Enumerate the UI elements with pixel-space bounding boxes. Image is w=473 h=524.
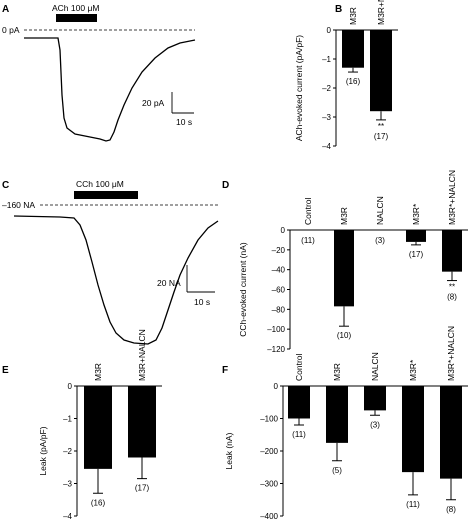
category-label-e: M3R	[93, 363, 103, 381]
n-label-f: (8)	[446, 505, 456, 514]
y-tick-label-e: –3	[63, 480, 72, 489]
category-label-e: M3R+NALCN	[137, 329, 147, 381]
panel-letter-d: D	[222, 180, 229, 191]
bar-b	[370, 30, 392, 112]
y-tick-label-e: –4	[63, 512, 72, 521]
y-tick-label-b: –2	[322, 84, 331, 93]
cch-current-trace	[13, 215, 219, 345]
panel-letter-a: A	[2, 4, 9, 15]
category-label-d: M3R	[339, 207, 349, 225]
category-label-b: M3R+NALCN	[376, 0, 386, 25]
n-label-b: (17)	[374, 132, 389, 141]
y-tick-label-d: –40	[272, 266, 286, 275]
y-tick-label-f: –200	[260, 447, 278, 456]
bar-f	[440, 386, 462, 479]
category-label-f: M3R*	[408, 359, 418, 381]
scale-y-label-c: 20 NA	[157, 278, 181, 288]
y-tick-label-f: 0	[274, 382, 279, 391]
baseline-label-c: –160 NA	[2, 200, 35, 210]
n-label-e: (16)	[91, 498, 106, 507]
y-tick-label-f: –300	[260, 480, 278, 489]
y-axis-label-f: Leak (nA)	[224, 432, 234, 469]
y-tick-label-b: –1	[322, 55, 331, 64]
category-label-f: Control	[294, 353, 304, 381]
ach-drug-label: ACh 100 μM	[52, 3, 99, 13]
n-label-d: (10)	[337, 331, 352, 340]
bar-f	[364, 386, 386, 411]
y-axis-label-b: ACh-evoked current (pA/pF)	[294, 35, 304, 141]
category-label-b: M3R	[348, 7, 358, 25]
significance-marker-d: **	[449, 283, 455, 292]
panel-e-bar-chart: E 0 –1 –2 –3 –4 Leak (pA/pF) M3R (16) M3R+NALCN (1…	[2, 329, 162, 521]
scale-x-label-c: 10 s	[194, 297, 210, 307]
category-label-d: M3R*+NALCN	[447, 170, 457, 225]
y-tick-label-b: –4	[322, 142, 331, 151]
panel-f-bar-chart: F 0 –100 –200 –300 –400 Leak (nA) Control (11) M3…	[222, 326, 468, 521]
category-label-d: NALCN	[375, 196, 385, 225]
panel-b-bar-chart: B 0 –1 –2 –3 –4 ACh-evoked current (pA/pF) M3R (…	[294, 0, 398, 151]
y-tick-label-d: –80	[272, 305, 286, 314]
n-label-e: (17)	[135, 484, 150, 493]
y-tick-label-e: –2	[63, 447, 72, 456]
cch-drug-label: CCh 100 μM	[76, 179, 124, 189]
panel-c-trace: C CCh 100 μM –160 NA 20 NA 10 s	[2, 179, 219, 345]
bar-e	[128, 386, 156, 458]
baseline-label-a: 0 pA	[2, 25, 20, 35]
category-label-f: M3R	[332, 363, 342, 381]
y-tick-label-b: –3	[322, 113, 331, 122]
y-tick-label-d: –20	[272, 246, 286, 255]
panel-letter-e: E	[2, 365, 9, 376]
y-tick-label-d: –120	[267, 345, 285, 354]
panel-letter-f: F	[222, 365, 228, 376]
y-tick-label-d: –100	[267, 325, 285, 334]
category-label-f: NALCN	[370, 352, 380, 381]
bar-f	[326, 386, 348, 443]
ach-application-bar	[56, 14, 97, 22]
scale-y-label-a: 20 pA	[142, 98, 165, 108]
panel-a-trace: A ACh 100 μM 0 pA 20 pA 10 s	[2, 3, 196, 142]
cch-application-bar	[74, 191, 138, 199]
n-label-f: (11)	[406, 500, 420, 509]
panel-letter-c: C	[2, 180, 9, 191]
significance-marker-b: **	[378, 122, 384, 131]
y-axis-label-e: Leak (pA/pF)	[38, 426, 48, 475]
y-tick-label-f: –100	[260, 415, 278, 424]
y-tick-label-d: –60	[272, 286, 286, 295]
y-axis-label-d: CCh-evoked current (nA)	[238, 242, 248, 337]
bar-f	[288, 386, 310, 419]
n-label-d: (3)	[375, 236, 385, 245]
panel-d-bar-chart: D 0 –20 –40 –60 –80 –100 –120 CCh-evoked current…	[222, 170, 468, 354]
scale-x-label-a: 10 s	[176, 117, 192, 127]
panel-letter-b: B	[335, 4, 342, 15]
bar-d	[334, 230, 354, 307]
n-label-d: (8)	[447, 293, 457, 302]
category-label-f: M3R*+NALCN	[446, 326, 456, 381]
bar-b	[342, 30, 364, 68]
bar-d	[442, 230, 462, 272]
n-label-f: (5)	[332, 466, 342, 475]
n-label-d: (17)	[409, 250, 424, 259]
y-tick-label-d: 0	[281, 226, 286, 235]
n-label-b: (16)	[346, 77, 361, 86]
bar-e	[84, 386, 112, 469]
y-tick-label-e: 0	[68, 382, 73, 391]
bar-d	[406, 230, 426, 242]
n-label-d: (11)	[301, 236, 315, 245]
y-tick-label-f: –400	[260, 512, 278, 521]
category-label-d: Control	[303, 197, 313, 225]
bar-f	[402, 386, 424, 473]
y-tick-label-e: –1	[63, 415, 72, 424]
category-label-d: M3R*	[411, 203, 421, 225]
n-label-f: (3)	[370, 420, 380, 429]
ach-current-trace	[24, 37, 196, 142]
n-label-f: (11)	[292, 430, 306, 439]
y-tick-label-b: 0	[327, 26, 332, 35]
